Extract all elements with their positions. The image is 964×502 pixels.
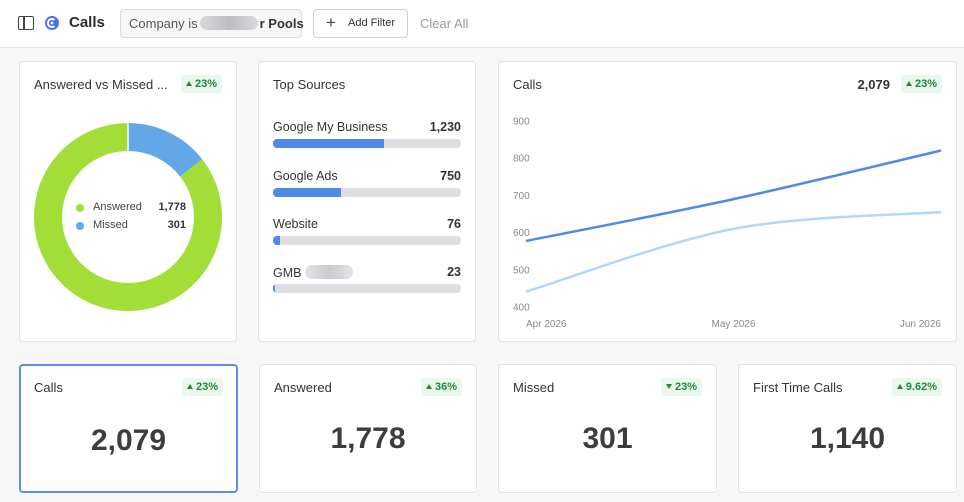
source-bar-fill (273, 284, 276, 293)
legend-value: 301 (167, 219, 186, 231)
source-bar-track (273, 188, 461, 197)
x-tick-label: Jun 2026 (900, 319, 942, 330)
source-bar-fill (273, 139, 384, 148)
trend-up-icon (896, 384, 903, 389)
answered-vs-missed-card[interactable]: Answered vs Missed ... 23% Answered 1,77… (19, 61, 237, 342)
trend-badge: 9.62% (891, 378, 942, 396)
legend-item-answered: Answered 1,778 (76, 200, 186, 218)
y-tick-label: 800 (513, 154, 530, 165)
stat-value: 1,778 (330, 422, 406, 455)
source-bar-fill (273, 188, 341, 197)
legend-dot (76, 222, 84, 230)
donut-slice-answered[interactable] (34, 123, 222, 311)
x-tick-label: Apr 2026 (526, 319, 567, 330)
trend-badge: 23% (181, 378, 223, 396)
series-line-2[interactable] (525, 210, 942, 293)
stat-value: 2,079 (90, 424, 167, 457)
stat-card-answered[interactable]: Answered 36% 1,778 (259, 364, 477, 493)
stat-card-missed[interactable]: Missed 23% 301 (498, 364, 717, 493)
card-title: Top Sources (273, 77, 346, 92)
trend-up-icon (905, 81, 912, 86)
donut-legend: Answered 1,778 Missed 301 (76, 200, 186, 236)
stat-value: 1,140 (809, 422, 886, 455)
calls-line-chart: 400 500 600 700 800 900 Apr 2026 May 2026 Jun 20… (513, 117, 942, 331)
trend-up-icon (185, 81, 192, 86)
page-title: Calls (69, 14, 105, 31)
legend-value: 1,778 (158, 201, 186, 213)
source-value: 23 (447, 265, 461, 279)
trend-badge: 23% (900, 75, 942, 93)
source-bar-track (273, 236, 461, 245)
source-value: 750 (440, 169, 461, 183)
legend-dot (76, 204, 84, 212)
stat-card-first-time-calls[interactable]: First Time Calls 9.62% 1,140 (738, 364, 957, 493)
company-filter-chip[interactable]: Company is r Pools (120, 9, 304, 38)
card-title: Answered vs Missed ... (34, 77, 168, 92)
stat-title: First Time Calls (753, 380, 843, 395)
trend-badge: 23% (660, 378, 702, 396)
chart-total: 2,079 (857, 77, 890, 92)
add-filter-button[interactable]: + Add Filter (313, 9, 408, 38)
source-bar-fill (273, 236, 280, 245)
top-sources-card[interactable]: Top Sources Google My Business 1,230 Goo… (258, 61, 476, 342)
y-tick-label: 400 (513, 303, 530, 314)
y-tick-label: 700 (513, 191, 530, 202)
redacted-source-name (305, 265, 354, 279)
source-value: 76 (447, 217, 461, 231)
y-tick-label: 900 (513, 117, 530, 128)
trend-badge: 36% (420, 378, 462, 396)
donut-slice-missed[interactable] (127, 123, 203, 177)
legend-item-missed: Missed 301 (76, 218, 186, 236)
add-filter-label: Add Filter (348, 17, 396, 29)
top-bar: Calls Company is r Pools + Add Filter Cle… (0, 0, 964, 48)
trend-up-icon (425, 384, 432, 389)
filter-suffix: r Pools (259, 16, 304, 31)
x-tick-label: May 2026 (712, 319, 756, 330)
source-name: Google Ads (273, 169, 338, 183)
source-name: Google My Business (273, 120, 388, 134)
stat-title: Answered (274, 380, 332, 395)
series-line-1[interactable] (525, 149, 942, 243)
source-bar-track (273, 139, 461, 148)
stat-title: Calls (34, 380, 63, 395)
legend-label: Answered (93, 201, 142, 213)
clear-all-link[interactable]: Clear All (420, 16, 469, 31)
stat-value: 301 (582, 422, 633, 455)
source-name: Website (273, 217, 318, 231)
source-value: 1,230 (429, 120, 461, 134)
trend-badge: 23% (180, 75, 222, 93)
plus-icon: + (326, 13, 336, 32)
redacted-company-name (199, 16, 258, 30)
stat-card-calls[interactable]: Calls 23% 2,079 (19, 364, 238, 493)
y-tick-label: 600 (513, 228, 530, 239)
source-bar-track (273, 284, 461, 293)
sidebar-toggle-icon[interactable] (18, 16, 34, 30)
app-logo-icon (45, 16, 59, 30)
filter-prefix: Company is (129, 16, 198, 31)
chart-title: Calls (513, 77, 542, 92)
calls-chart-card[interactable]: Calls 2,079 23% 400 500 600 700 800 900 Apr 20… (498, 61, 957, 342)
y-tick-label: 500 (513, 265, 530, 276)
stat-title: Missed (513, 380, 555, 395)
legend-label: Missed (93, 219, 128, 231)
source-name: GMB (273, 265, 354, 280)
donut-chart (34, 123, 222, 311)
trend-down-icon (665, 384, 672, 389)
trend-up-icon (186, 384, 193, 389)
